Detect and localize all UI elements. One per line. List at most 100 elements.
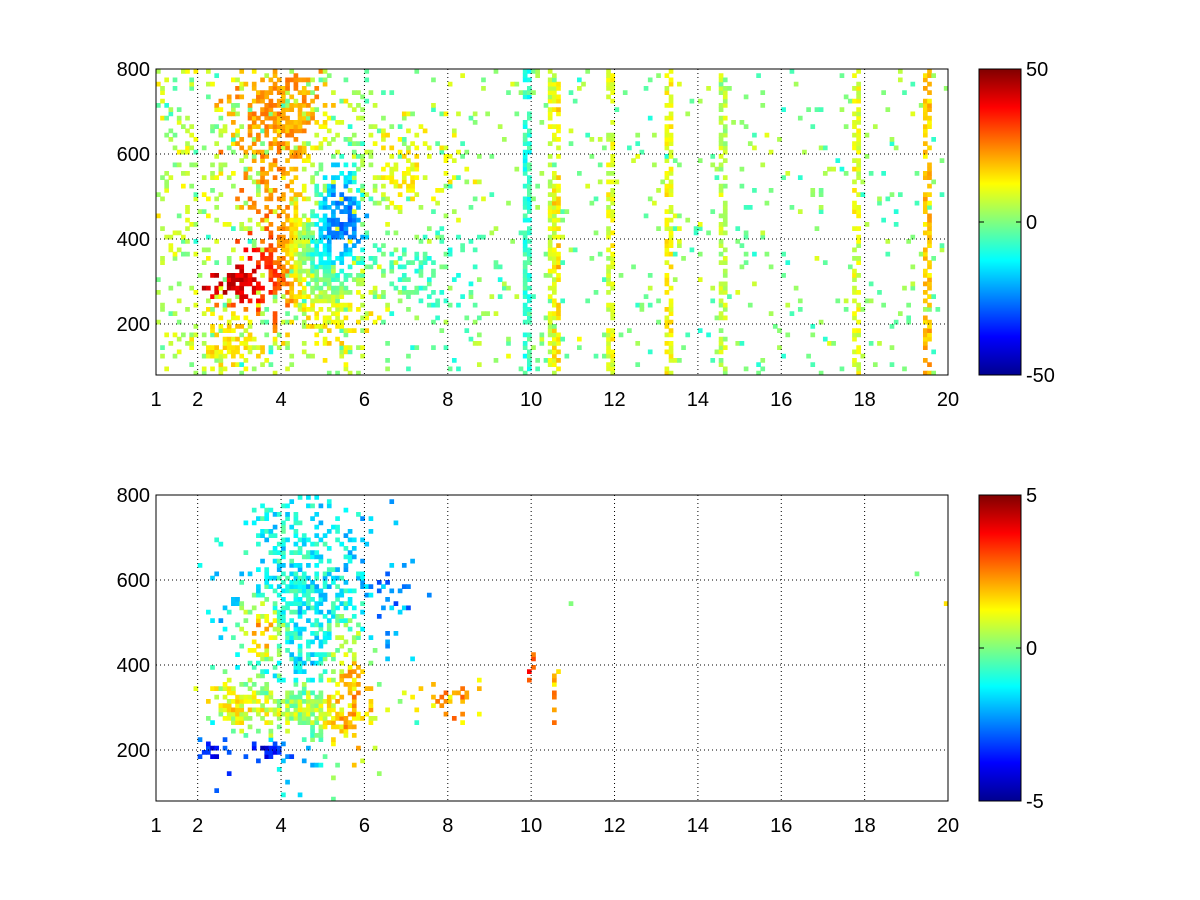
- heatmap-cell: [664, 209, 670, 214]
- heatmap-cell: [222, 277, 228, 282]
- heatmap-cell: [272, 128, 278, 134]
- heatmap-cell: [189, 124, 195, 129]
- heatmap-cell: [306, 154, 311, 159]
- heatmap-cell: [810, 188, 816, 193]
- heatmap-cell: [231, 137, 236, 142]
- heatmap-cell: [668, 302, 674, 308]
- heatmap-cell: [331, 230, 336, 236]
- heatmap-cell: [281, 758, 286, 764]
- heatmap-cell: [343, 307, 349, 312]
- heatmap-cell: [343, 673, 349, 679]
- heatmap-cell: [306, 111, 311, 117]
- heatmap-cell: [718, 145, 724, 151]
- heatmap-cell: [397, 298, 403, 304]
- heatmap-cell: [310, 247, 315, 253]
- heatmap-cell: [347, 345, 353, 350]
- heatmap-cell: [272, 162, 278, 168]
- heatmap-cell: [818, 205, 824, 210]
- heatmap-cell: [226, 349, 232, 355]
- heatmap-cell: [210, 188, 215, 193]
- heatmap-cell: [306, 639, 311, 645]
- heatmap-cell: [368, 703, 374, 708]
- heatmap-cell: [222, 307, 228, 312]
- heatmap-cell: [922, 77, 928, 83]
- heatmap-cell: [256, 149, 261, 155]
- heatmap-cell: [552, 707, 557, 713]
- heatmap-cell: [652, 200, 657, 206]
- heatmap-cell: [652, 132, 657, 138]
- heatmap-cell: [752, 251, 757, 257]
- heatmap-cell: [460, 294, 465, 299]
- heatmap-cell: [251, 69, 257, 74]
- heatmap-cell: [818, 370, 824, 376]
- heatmap-cell: [610, 90, 616, 95]
- heatmap-cell: [293, 682, 299, 687]
- heatmap-cell: [239, 605, 245, 611]
- heatmap-cell: [193, 162, 199, 168]
- heatmap-cell: [922, 268, 928, 274]
- heatmap-cell: [235, 720, 240, 725]
- heatmap-cell: [697, 222, 703, 227]
- heatmap-cell: [393, 205, 399, 210]
- heatmap-cell: [393, 166, 399, 172]
- heatmap-cell: [272, 120, 278, 125]
- heatmap-cell: [710, 358, 716, 363]
- heatmap-cell: [526, 353, 532, 359]
- heatmap-cell: [368, 720, 374, 725]
- heatmap-cell: [185, 115, 190, 121]
- heatmap-cell: [285, 213, 290, 219]
- heatmap-cell: [318, 724, 324, 730]
- heatmap-cell: [276, 124, 282, 129]
- heatmap-cell: [414, 256, 420, 261]
- heatmap-cell: [239, 601, 245, 606]
- heatmap-cell: [281, 529, 286, 534]
- heatmap-cell: [606, 264, 611, 270]
- heatmap-cell: [281, 196, 286, 202]
- heatmap-cell: [206, 196, 211, 202]
- heatmap-cell: [268, 124, 274, 129]
- heatmap-cell: [376, 588, 382, 594]
- heatmap-cell: [281, 222, 286, 227]
- heatmap-cell: [226, 677, 232, 683]
- heatmap-cell: [852, 124, 857, 129]
- heatmap-cell: [610, 281, 616, 287]
- heatmap-cell: [235, 196, 240, 202]
- heatmap-cell: [447, 699, 453, 704]
- heatmap-cell: [297, 720, 303, 725]
- heatmap-cell: [722, 285, 728, 291]
- heatmap-cell: [852, 111, 857, 117]
- heatmap-cell: [664, 188, 670, 193]
- heatmap-cell: [722, 290, 728, 295]
- heatmap-cell: [552, 260, 557, 265]
- heatmap-cell: [381, 273, 386, 278]
- heatmap-cell: [235, 103, 240, 108]
- heatmap-cell: [310, 285, 315, 291]
- heatmap-cell: [185, 226, 190, 231]
- heatmap-cell: [306, 226, 311, 231]
- heatmap-cell: [251, 124, 257, 129]
- heatmap-cell: [176, 298, 182, 304]
- heatmap-cell: [431, 103, 436, 108]
- heatmap-cell: [664, 115, 670, 121]
- heatmap-cell: [501, 281, 507, 287]
- heatmap-cell: [276, 256, 282, 261]
- heatmap-cell: [443, 298, 449, 304]
- heatmap-cell: [281, 94, 286, 100]
- heatmap-cell: [301, 158, 307, 163]
- heatmap-cell: [347, 665, 353, 670]
- heatmap-cell: [235, 716, 240, 721]
- heatmap-cell: [722, 370, 728, 376]
- heatmap-cell: [285, 311, 290, 316]
- heatmap-cell: [393, 631, 399, 636]
- heatmap-cell: [218, 162, 224, 168]
- heatmap-cell: [326, 243, 332, 248]
- heatmap-cell: [326, 626, 332, 632]
- heatmap-cell: [552, 132, 557, 138]
- heatmap-cell: [326, 711, 332, 717]
- heatmap-cell: [239, 273, 245, 278]
- heatmap-cell: [547, 183, 553, 189]
- heatmap-cell: [335, 711, 340, 717]
- heatmap-cell: [222, 626, 228, 632]
- heatmap-cell: [447, 285, 453, 291]
- heatmap-cell: [552, 341, 557, 346]
